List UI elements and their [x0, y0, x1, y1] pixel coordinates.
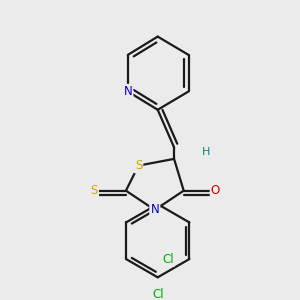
- Text: N: N: [124, 85, 132, 98]
- Text: Cl: Cl: [152, 288, 164, 300]
- Text: S: S: [91, 184, 98, 197]
- Text: N: N: [150, 203, 159, 216]
- Text: S: S: [135, 159, 142, 172]
- Text: H: H: [202, 147, 210, 157]
- Text: O: O: [211, 184, 220, 197]
- Text: Cl: Cl: [162, 253, 174, 266]
